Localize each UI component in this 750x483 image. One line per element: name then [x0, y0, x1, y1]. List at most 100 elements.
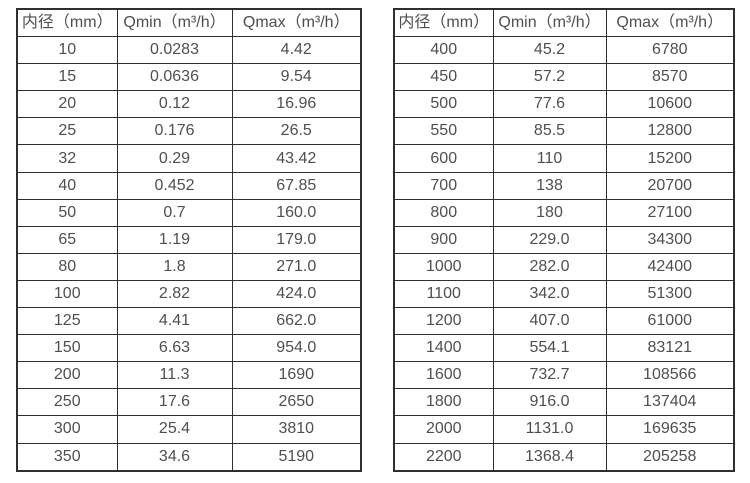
table-cell: 20700	[605, 171, 735, 200]
table-row: 10 0.0283 4.42	[16, 36, 362, 65]
table-cell: 229.0	[492, 225, 607, 254]
table-cell: 125	[16, 307, 118, 336]
table-cell: 1368.4	[492, 442, 607, 472]
table-cell: 916.0	[492, 388, 607, 417]
column-header: Qmin（m³/h）	[492, 8, 607, 38]
table-row: 32 0.29 43.42	[16, 144, 362, 173]
table-body: 400 45.2 6780 450 57.2 8570 500 77.6 10600 550 85.…	[393, 36, 735, 472]
table-cell: 10	[16, 36, 118, 65]
table-cell: 2000	[393, 415, 494, 444]
table-cell: 169635	[605, 415, 735, 444]
table-cell: 32	[16, 144, 118, 173]
table-row: 2000 1131.0 169635	[393, 415, 735, 444]
table-row: 80 1.8 271.0	[16, 252, 362, 281]
table-cell: 205258	[605, 442, 735, 472]
table-row: 1600 732.7 108566	[393, 361, 735, 390]
table-row: 250 17.6 2650	[16, 388, 362, 417]
column-header: Qmax（m³/h）	[605, 8, 735, 38]
table-cell: 17.6	[116, 388, 233, 417]
table-cell: 15200	[605, 144, 735, 173]
table-cell: 51300	[605, 279, 735, 309]
table-cell: 0.7	[116, 198, 233, 227]
table-cell: 350	[16, 442, 118, 472]
column-header: Qmin（m³/h）	[116, 8, 233, 38]
table-row: 1000 282.0 42400	[393, 252, 735, 281]
table-cell: 550	[393, 117, 494, 146]
table-cell: 45.2	[492, 36, 607, 65]
table-row: 25 0.176 26.5	[16, 117, 362, 146]
table-cell: 65	[16, 225, 118, 254]
table-cell: 57.2	[492, 63, 607, 92]
table-row: 1200 407.0 61000	[393, 307, 735, 336]
table-row: 100 2.82 424.0	[16, 279, 362, 309]
table-cell: 0.29	[116, 144, 233, 173]
table-cell: 954.0	[231, 334, 362, 363]
table-cell: 1100	[393, 279, 494, 309]
table-cell: 1400	[393, 334, 494, 363]
table-cell: 1000	[393, 252, 494, 281]
table-cell: 424.0	[231, 279, 362, 309]
table-cell: 108566	[605, 361, 735, 390]
table-cell: 500	[393, 90, 494, 119]
table-cell: 9.54	[231, 63, 362, 92]
table-cell: 2200	[393, 442, 494, 472]
table-cell: 15	[16, 63, 118, 92]
header-row: 内径（mm） Qmin（m³/h） Qmax（m³/h）	[16, 8, 362, 38]
table-cell: 110	[492, 144, 607, 173]
table-cell: 900	[393, 225, 494, 254]
table-cell: 34.6	[116, 442, 233, 472]
flow-spec-table-large-diameters: 内径（mm） Qmin（m³/h） Qmax（m³/h） 400 45.2 6780 45…	[393, 8, 735, 472]
table-row: 15 0.0636 9.54	[16, 63, 362, 92]
table-row: 900 229.0 34300	[393, 225, 735, 254]
table-header: 内径（mm） Qmin（m³/h） Qmax（m³/h）	[16, 8, 362, 38]
table-cell: 16.96	[231, 90, 362, 119]
table-cell: 4.41	[116, 307, 233, 336]
table-cell: 5190	[231, 442, 362, 472]
table-cell: 77.6	[492, 90, 607, 119]
table-cell: 271.0	[231, 252, 362, 281]
table-cell: 450	[393, 63, 494, 92]
table-row: 700 138 20700	[393, 171, 735, 200]
table-cell: 2650	[231, 388, 362, 417]
table-cell: 11.3	[116, 361, 233, 390]
table-row: 550 85.5 12800	[393, 117, 735, 146]
table-cell: 1690	[231, 361, 362, 390]
table-cell: 250	[16, 388, 118, 417]
table-row: 200 11.3 1690	[16, 361, 362, 390]
table-cell: 27100	[605, 198, 735, 227]
table-row: 1400 554.1 83121	[393, 334, 735, 363]
table-body: 10 0.0283 4.42 15 0.0636 9.54 20 0.12 16.96 25 0.1…	[16, 36, 362, 472]
table-row: 1800 916.0 137404	[393, 388, 735, 417]
table-cell: 6.63	[116, 334, 233, 363]
table-cell: 700	[393, 171, 494, 200]
column-header: 内径（mm）	[16, 8, 118, 38]
table-cell: 50	[16, 198, 118, 227]
column-header: 内径（mm）	[393, 8, 494, 38]
table-row: 2200 1368.4 205258	[393, 442, 735, 472]
column-header: Qmax（m³/h）	[231, 8, 362, 38]
table-row: 150 6.63 954.0	[16, 334, 362, 363]
table-cell: 80	[16, 252, 118, 281]
table-cell: 407.0	[492, 307, 607, 336]
table-cell: 42400	[605, 252, 735, 281]
table-row: 300 25.4 3810	[16, 415, 362, 444]
table-cell: 600	[393, 144, 494, 173]
table-cell: 400	[393, 36, 494, 65]
table-cell: 1800	[393, 388, 494, 417]
table-cell: 3810	[231, 415, 362, 444]
table-cell: 0.452	[116, 171, 233, 200]
table-cell: 25	[16, 117, 118, 146]
table-cell: 8570	[605, 63, 735, 92]
table-cell: 180	[492, 198, 607, 227]
header-row: 内径（mm） Qmin（m³/h） Qmax（m³/h）	[393, 8, 735, 38]
table-cell: 160.0	[231, 198, 362, 227]
table-row: 350 34.6 5190	[16, 442, 362, 472]
table-cell: 20	[16, 90, 118, 119]
table-row: 65 1.19 179.0	[16, 225, 362, 254]
table-cell: 138	[492, 171, 607, 200]
table-row: 500 77.6 10600	[393, 90, 735, 119]
table-row: 40 0.452 67.85	[16, 171, 362, 200]
table-row: 20 0.12 16.96	[16, 90, 362, 119]
table-cell: 282.0	[492, 252, 607, 281]
